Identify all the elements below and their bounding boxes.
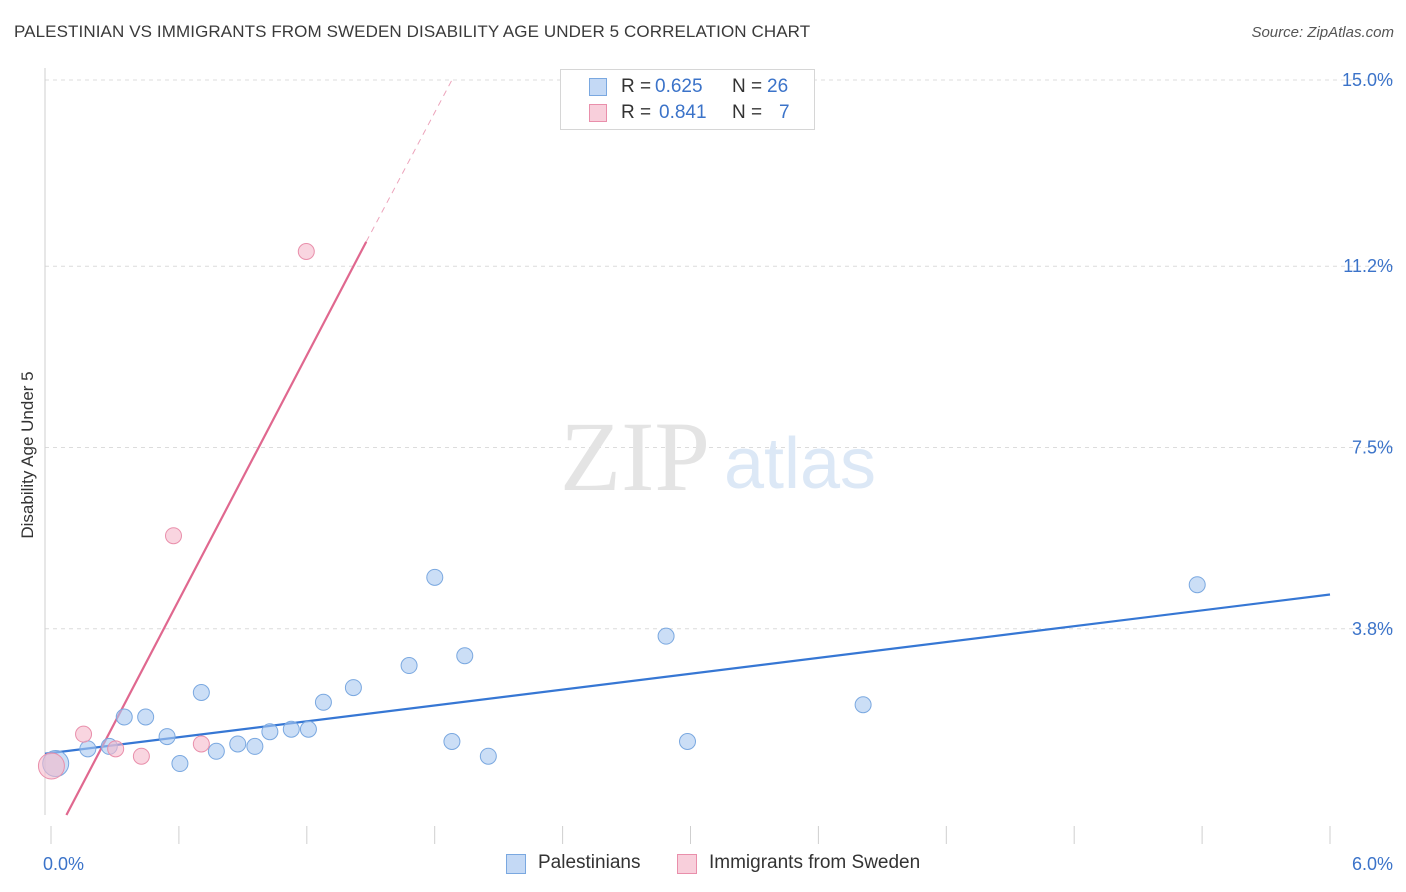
legend-n-value: 26 (767, 76, 789, 97)
palestinian-point (679, 733, 696, 750)
palestinian-point (79, 740, 97, 758)
sweden-point (75, 725, 93, 743)
x-tick-label-max: 6.0% (1352, 854, 1393, 874)
trend-line (65, 241, 368, 816)
legend-swatch-pink (589, 104, 607, 122)
palestinian-point (657, 627, 675, 645)
sweden-point (132, 747, 150, 765)
legend-n-label: N = (732, 102, 763, 123)
palestinian-point (158, 728, 176, 746)
sweden-point (37, 752, 65, 780)
correlation-legend: R = 0.625 N = 26 R = 0.841 N = 7 (560, 69, 815, 130)
watermark-atlas: atlas (724, 424, 876, 504)
palestinian-point (443, 733, 461, 750)
sweden-point (297, 243, 315, 260)
axes (44, 68, 1331, 844)
y-tick-label: 7.5% (1352, 438, 1393, 458)
y-tick-label: 11.2% (1343, 256, 1393, 276)
palestinian-point (1188, 576, 1206, 594)
legend-r-value: 0.625 (655, 76, 703, 97)
palestinian-point (246, 737, 264, 755)
palestinian-point (207, 742, 225, 760)
palestinian-point (137, 708, 155, 726)
y-tick-label: 3.8% (1352, 619, 1393, 639)
palestinian-point (400, 657, 418, 675)
palestinian-point (299, 720, 317, 738)
palestinian-point (344, 679, 362, 697)
y-tick-label: 15.0% (1342, 70, 1393, 90)
legend-r-label: R = (621, 102, 652, 123)
x-tick-label-min: 0.0% (43, 854, 84, 874)
palestinian-point (229, 735, 247, 753)
palestinian-point (426, 568, 444, 586)
palestinian-point (282, 720, 300, 738)
trend-line-extension (365, 79, 453, 242)
sweden-point (107, 740, 125, 758)
palestinian-point (115, 708, 133, 726)
palestinian-point (854, 696, 872, 714)
legend-swatch-palestinians (506, 854, 526, 874)
legend-r-label: R = (621, 76, 652, 97)
legend-label-sweden: Immigrants from Sweden (709, 852, 921, 873)
legend-r-value: 0.841 (659, 102, 707, 123)
sweden-point (165, 527, 182, 545)
legend-label-palestinians: Palestinians (538, 852, 641, 873)
legend-n-value: 7 (779, 102, 790, 123)
watermark-zip: ZIP (560, 401, 710, 512)
trend-line (44, 593, 1331, 755)
chart-title: PALESTINIAN VS IMMIGRANTS FROM SWEDEN DI… (14, 22, 811, 41)
legend-swatch-sweden (677, 854, 697, 874)
palestinian-point (479, 747, 497, 765)
palestinian-point (171, 755, 189, 773)
sweden-point (192, 735, 210, 753)
palestinian-point (456, 647, 474, 665)
data-points (37, 243, 1206, 780)
palestinian-point (261, 723, 279, 741)
gridlines (45, 79, 1395, 630)
palestinian-point (192, 684, 210, 701)
legend-n-label: N = (732, 76, 763, 97)
legend-swatch-blue (589, 78, 607, 96)
tick-labels: 3.8% 7.5% 11.2% 15.0% 0.0% 6.0% (43, 70, 1393, 874)
watermark: ZIP atlas (560, 401, 876, 512)
palestinian-point (314, 693, 332, 711)
source-label: Source: ZipAtlas.com (1251, 24, 1394, 41)
